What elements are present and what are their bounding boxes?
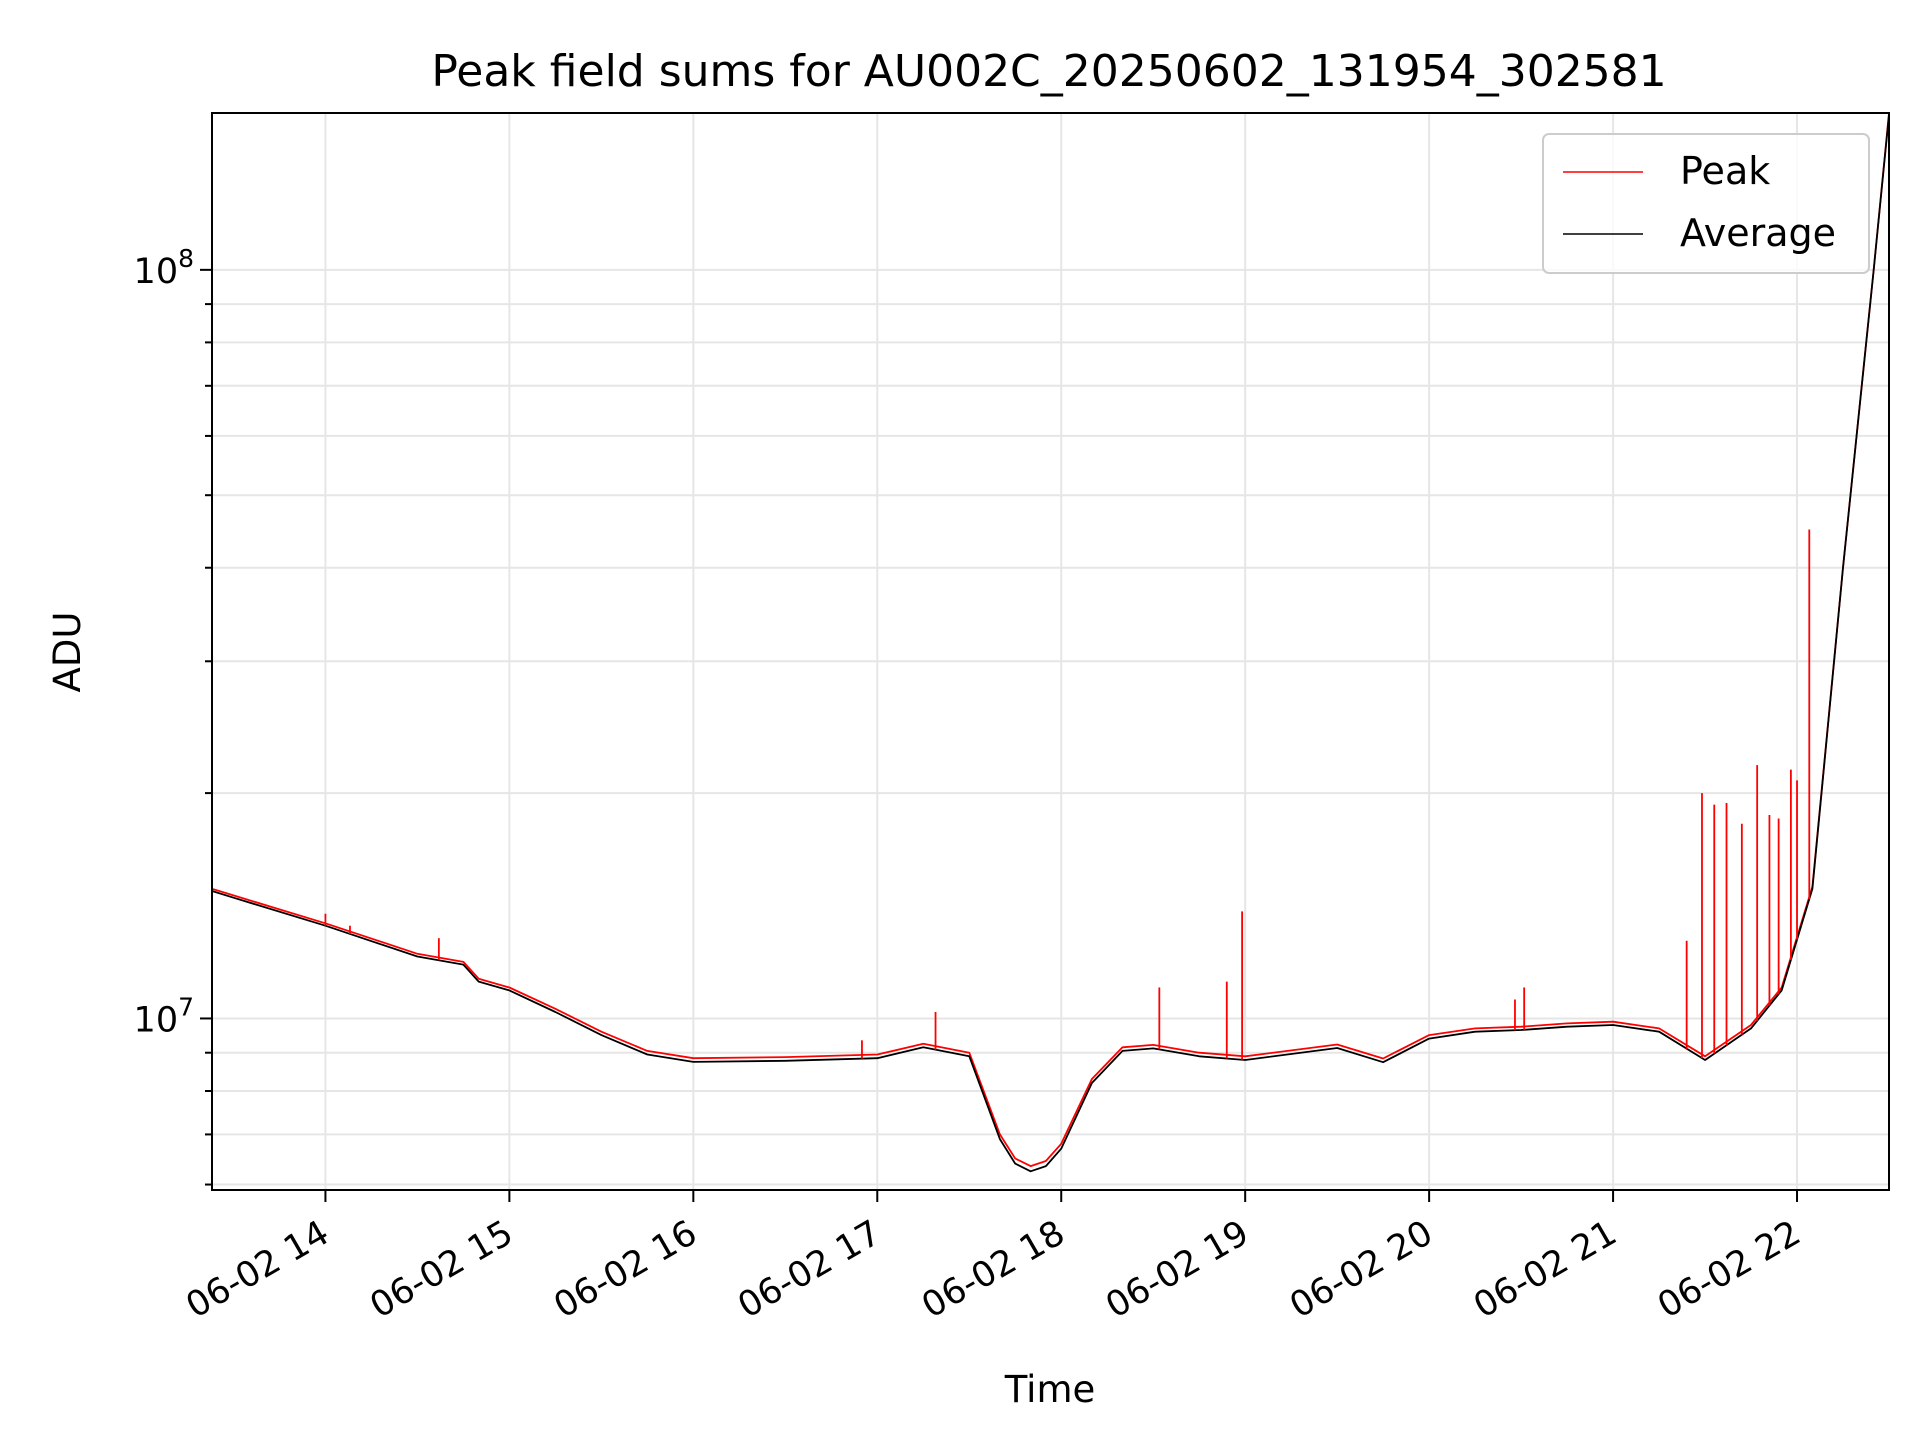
grid [212,113,1889,1190]
legend-peak-label: Peak [1680,149,1770,193]
legend: Peak Average [1542,133,1870,274]
series-layer [211,112,1890,1173]
y-tick-label: 107 [134,992,194,1040]
plot-frame [211,112,1890,1191]
peak-series-line [211,112,1890,1167]
y-tick-label: 108 [134,244,194,292]
y-axis-label: ADU [46,612,89,693]
x-axis-label: Time [1004,1368,1096,1411]
chart-title: Peak field sums for AU002C_20250602_1319… [431,46,1666,97]
legend-box [1542,133,1870,274]
average-series-line [211,114,1890,1173]
legend-average-label: Average [1680,211,1836,255]
